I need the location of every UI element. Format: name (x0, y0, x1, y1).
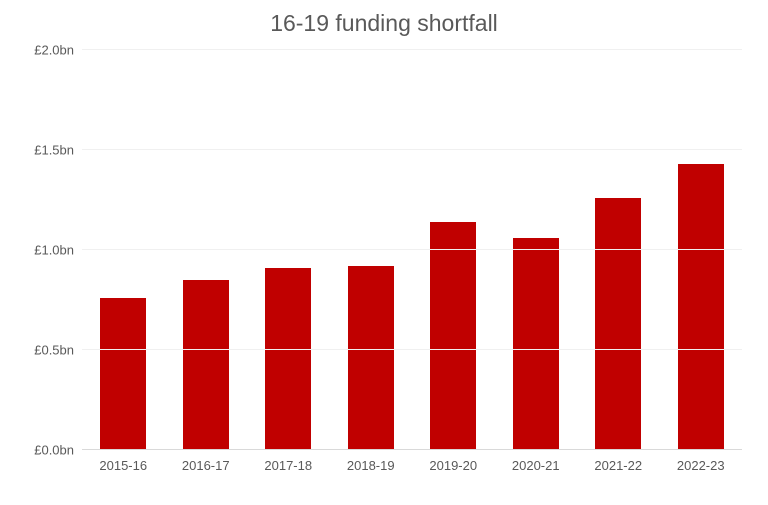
gridline (82, 449, 742, 450)
chart-frame: 16-19 funding shortfall £0.0bn£0.5bn£1.0… (0, 0, 768, 505)
bar (100, 298, 146, 450)
x-tick-label: 2019-20 (429, 458, 477, 473)
y-tick-label: £1.5bn (34, 143, 74, 158)
y-tick-label: £0.5bn (34, 343, 74, 358)
gridline (82, 349, 742, 350)
y-tick-label: £2.0bn (34, 43, 74, 58)
bar (513, 238, 559, 450)
bar (595, 198, 641, 450)
plot-area: £0.0bn£0.5bn£1.0bn£1.5bn£2.0bn2015-16201… (82, 50, 742, 450)
bar (265, 268, 311, 450)
y-tick-label: £0.0bn (34, 443, 74, 458)
gridline (82, 249, 742, 250)
bar (678, 164, 724, 450)
bars-layer (82, 50, 742, 450)
x-tick-label: 2017-18 (264, 458, 312, 473)
gridline (82, 149, 742, 150)
x-tick-label: 2015-16 (99, 458, 147, 473)
x-tick-label: 2021-22 (594, 458, 642, 473)
x-tick-label: 2022-23 (677, 458, 725, 473)
x-tick-label: 2018-19 (347, 458, 395, 473)
x-tick-label: 2016-17 (182, 458, 230, 473)
bar (348, 266, 394, 450)
bar (430, 222, 476, 450)
chart-title: 16-19 funding shortfall (0, 10, 768, 37)
bar (183, 280, 229, 450)
y-tick-label: £1.0bn (34, 243, 74, 258)
x-tick-label: 2020-21 (512, 458, 560, 473)
gridline (82, 49, 742, 50)
